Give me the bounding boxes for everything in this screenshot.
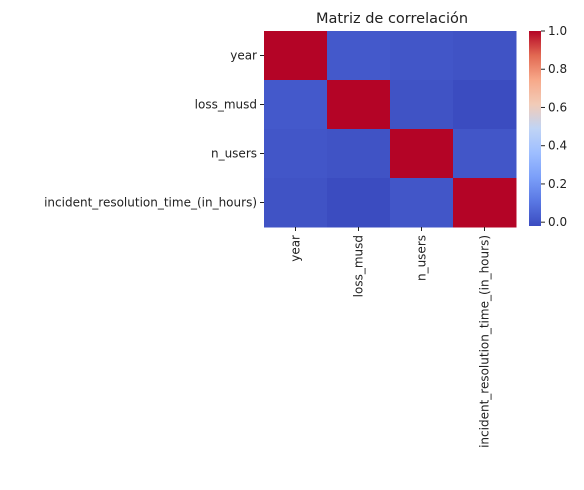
column-labels: year loss_musd n_users incident_resolution_… [289, 227, 492, 448]
heatmap-cell [453, 129, 517, 179]
colorbar-tick-label: 0.6 [548, 100, 567, 114]
colorbar-tick-label: 0.2 [548, 177, 567, 191]
column-label: incident_resolution_time_(in_hours) [478, 235, 492, 448]
colorbar [529, 31, 541, 226]
row-label: year [230, 49, 257, 63]
row-label: incident_resolution_time_(in_hours) [44, 196, 257, 210]
column-label: n_users [415, 235, 429, 281]
heatmap-cell [264, 31, 328, 81]
column-label: year [289, 235, 303, 262]
colorbar-gradient [529, 31, 541, 226]
heatmap-cell [327, 31, 391, 81]
heatmap-cell [264, 129, 328, 179]
row-label: loss_musd [195, 98, 257, 112]
heatmap-cell [453, 31, 517, 81]
heatmap-cell [264, 80, 328, 130]
column-label: loss_musd [352, 235, 366, 297]
heatmap-cell [390, 80, 454, 130]
row-label: n_users [211, 147, 257, 161]
heatmap-cell [264, 178, 328, 228]
colorbar-ticks: 0.0 0.2 0.4 0.6 0.8 1.0 [541, 24, 567, 229]
colorbar-tick-label: 0.4 [548, 139, 567, 153]
colorbar-tick-label: 1.0 [548, 24, 567, 38]
heatmap-cells [264, 31, 517, 228]
heatmap-cell [453, 80, 517, 130]
row-labels: year loss_musd n_users incident_resolution_… [44, 49, 264, 210]
chart-title: Matriz de correlación [316, 11, 468, 27]
heatmap-cell [453, 178, 517, 228]
colorbar-tick-label: 0.8 [548, 62, 567, 76]
heatmap-cell [390, 31, 454, 81]
heatmap-cell [390, 178, 454, 228]
colorbar-tick-label: 0.0 [548, 215, 567, 229]
heatmap-cell [327, 178, 391, 228]
heatmap-cell [390, 129, 454, 179]
heatmap-cell [327, 129, 391, 179]
heatmap-cell [327, 80, 391, 130]
